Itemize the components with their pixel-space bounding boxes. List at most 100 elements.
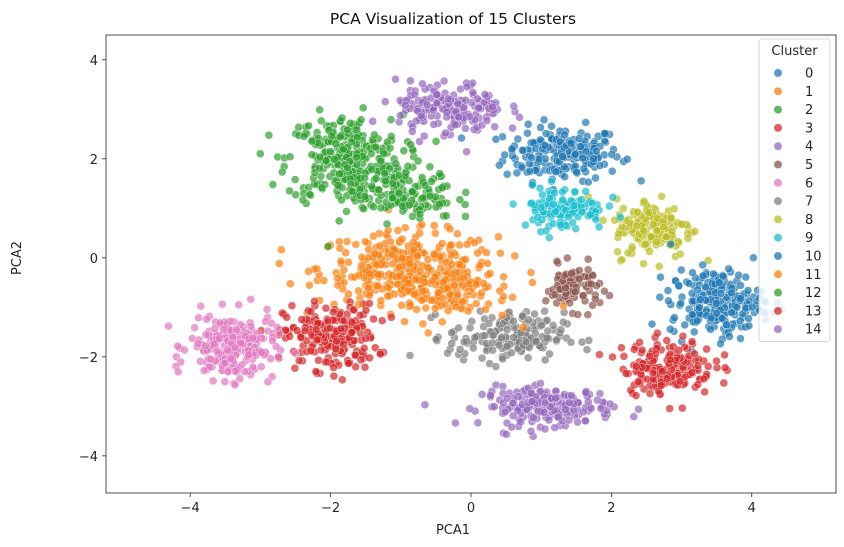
data-point [315, 164, 324, 173]
data-point [560, 172, 569, 182]
data-point [441, 211, 451, 221]
data-point [690, 349, 699, 359]
legend-marker [773, 251, 783, 261]
data-point [268, 336, 277, 346]
data-point [669, 204, 679, 214]
data-point [591, 173, 600, 183]
data-point [266, 354, 275, 363]
legend-label: 4 [805, 140, 813, 155]
data-point [507, 144, 517, 154]
data-point [446, 250, 456, 259]
data-point [285, 186, 294, 196]
data-point [523, 128, 532, 138]
data-point [432, 98, 441, 108]
data-point [600, 286, 609, 296]
data-point [736, 334, 745, 343]
data-point [361, 306, 371, 315]
data-point [344, 359, 353, 368]
series-4 [420, 379, 643, 441]
data-point [503, 341, 512, 351]
data-point [439, 76, 449, 86]
data-point [583, 265, 593, 274]
data-point [600, 129, 609, 138]
data-point [683, 234, 693, 243]
data-point [462, 82, 472, 92]
data-point [518, 146, 528, 155]
data-point [369, 202, 378, 212]
data-point [540, 141, 550, 150]
data-point [527, 397, 537, 406]
data-point [564, 212, 573, 222]
data-point [447, 339, 456, 348]
data-point [677, 219, 686, 229]
data-point [528, 278, 537, 287]
data-point [409, 245, 418, 254]
data-point [194, 313, 203, 323]
data-point [574, 134, 584, 143]
data-point [420, 400, 430, 410]
legend-label: 3 [805, 121, 813, 136]
data-point [331, 139, 340, 149]
data-point [438, 317, 447, 327]
data-point [485, 269, 495, 278]
data-point [368, 117, 377, 126]
data-point [572, 167, 581, 177]
data-point [509, 101, 519, 111]
data-point [577, 195, 586, 204]
data-point [277, 245, 286, 255]
data-point [665, 324, 675, 334]
legend-marker [773, 68, 783, 78]
data-point [246, 321, 256, 331]
data-point [566, 138, 576, 148]
data-point [617, 255, 627, 264]
data-point [645, 351, 654, 361]
data-point [394, 170, 404, 180]
data-point [441, 128, 450, 138]
y-axis-ticks: −4 −2 0 2 4 [79, 54, 106, 465]
data-point [430, 250, 439, 259]
data-point [652, 237, 661, 247]
data-point [465, 404, 475, 413]
data-point [333, 280, 343, 290]
data-point [395, 271, 404, 281]
data-point [667, 227, 677, 236]
data-point [531, 336, 541, 346]
data-point [530, 309, 539, 319]
data-point [725, 332, 734, 341]
data-point [526, 427, 536, 436]
data-point [541, 296, 551, 306]
data-point [461, 124, 470, 133]
data-point [405, 298, 414, 308]
data-point [226, 354, 236, 363]
data-point [632, 207, 642, 217]
data-point [405, 351, 415, 360]
data-point [354, 300, 363, 309]
data-point [703, 362, 713, 371]
data-point [347, 187, 357, 196]
data-point [180, 345, 189, 355]
data-point [536, 379, 545, 388]
data-point [427, 295, 437, 305]
data-point [472, 299, 481, 308]
y-axis-label: PCA2 [10, 241, 25, 275]
data-point [521, 220, 530, 230]
data-point [480, 331, 490, 340]
data-point [220, 358, 229, 368]
y-tick-label: 0 [90, 252, 98, 267]
data-point [634, 405, 643, 414]
data-point [319, 276, 329, 285]
data-point [367, 181, 376, 191]
data-point [508, 199, 518, 209]
data-point [223, 367, 233, 377]
data-point [499, 292, 508, 301]
data-point [541, 226, 551, 236]
x-axis-label: PCA1 [436, 523, 470, 538]
data-point [716, 339, 725, 348]
data-point [678, 331, 688, 341]
data-point [403, 278, 413, 288]
data-point [287, 301, 297, 310]
data-point [336, 324, 346, 333]
data-point [201, 341, 210, 350]
data-point [321, 303, 331, 313]
data-point [608, 352, 617, 362]
